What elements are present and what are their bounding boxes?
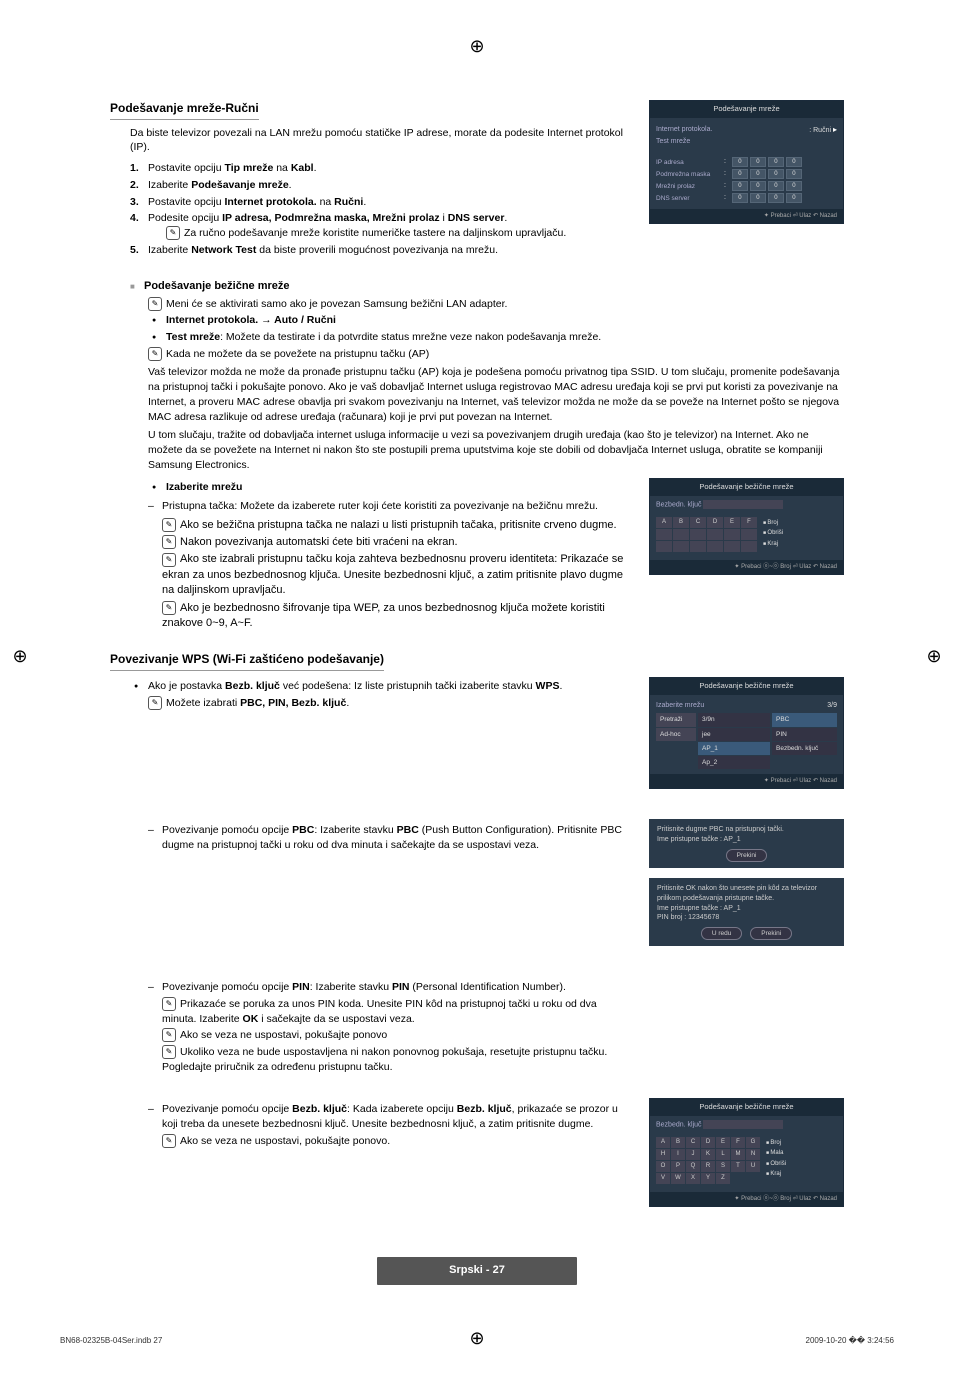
paragraph: U tom slučaju, tražite od dobavljača int… [148, 428, 844, 472]
registration-mark: ⊕ [465, 35, 489, 59]
page-number-bar: Srpski - 27 [377, 1257, 577, 1284]
list-item: Povezivanje pomoću opcije PIN: Izaberite… [148, 980, 629, 1074]
ui-title: Podešavanje mreže [650, 101, 843, 118]
note: Ako se bežična pristupna tačka ne nalazi… [162, 518, 629, 533]
section-title-wps: Povezivanje WPS (Wi-Fi zaštićeno podešav… [110, 651, 384, 671]
section-title-manual-network: Podešavanje mreže-Ručni [110, 100, 259, 120]
list-item: Izaberite mrežu [148, 480, 629, 495]
note: Ako ste izabrali pristupnu tačku koja za… [162, 552, 629, 598]
step-note: Za ručno podešavanje mreže koristite num… [166, 226, 629, 241]
note: Kada ne možete da se povežete na pristup… [148, 347, 844, 362]
footer-filename: BN68-02325B-04Ser.indb 27 [60, 1335, 162, 1346]
ui-network-setup: Podešavanje mreže Internet protokola. : … [649, 100, 844, 224]
intro-text: Da biste televizor povezali na LAN mrežu… [130, 126, 629, 155]
ui-wireless-key-full: Podešavanje bežične mreže Bezbedn. ključ… [649, 1098, 844, 1207]
page-content: Podešavanje mreže-Ručni Da biste televiz… [40, 30, 914, 1315]
registration-mark: ⊕ [8, 645, 32, 669]
note: Meni će se aktivirati samo ako je poveza… [148, 297, 844, 312]
cancel-button[interactable]: Prekini [750, 927, 792, 940]
ui-wireless-key: Podešavanje bežične mreže Bezbedn. ključ… [649, 478, 844, 575]
ui-footer: ✦ Prebaci ⏎ Ulaz ↶ Nazad [650, 209, 843, 223]
subsection-wireless: Podešavanje bežične mreže [130, 279, 844, 294]
steps-list: 1.Postavite opciju Tip mreže na Kabl. 2.… [130, 161, 629, 257]
footer-timestamp: 2009-10-20 �� 3:24:56 [806, 1335, 894, 1346]
note: Nakon povezivanja automatski ćete biti v… [162, 535, 629, 550]
list-item: Pristupna tačka: Možete da izaberete rut… [148, 499, 629, 514]
ok-button[interactable]: U redu [701, 927, 743, 940]
list-item: Internet protokola. → Auto / Ručni [148, 313, 844, 328]
list-item: Test mreže: Možete da testirate i da pot… [148, 330, 844, 345]
ui-pin-dialog: Pritisnite OK nakon što unesete pin kôd … [649, 878, 844, 946]
registration-mark: ⊕ [922, 645, 946, 669]
ui-pbc-dialog: Pritisnite dugme PBC na pristupnoj tački… [649, 819, 844, 868]
list-item: Povezivanje pomoću opcije PBC: Izaberite… [148, 823, 629, 852]
cancel-button[interactable]: Prekini [726, 849, 768, 862]
registration-mark: ⊕ [465, 1327, 489, 1351]
paragraph: Vaš televizor možda ne može da pronađe p… [148, 365, 844, 424]
list-item: Povezivanje pomoću opcije Bezb. ključ: K… [148, 1102, 629, 1148]
list-item: Ako je postavka Bezb. ključ već podešena… [130, 679, 629, 710]
note: Ako je bezbednosno šifrovanje tipa WEP, … [162, 601, 629, 632]
ui-select-network: Podešavanje bežične mreže Izaberite mrež… [649, 677, 844, 789]
